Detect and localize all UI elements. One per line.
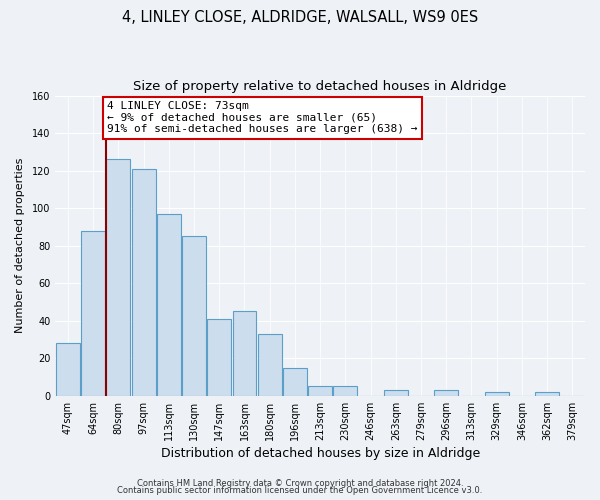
Y-axis label: Number of detached properties: Number of detached properties: [15, 158, 25, 334]
Bar: [384, 390, 408, 396]
Bar: [182, 236, 206, 396]
Bar: [207, 319, 231, 396]
Bar: [434, 390, 458, 396]
Bar: [56, 344, 80, 396]
Bar: [308, 386, 332, 396]
Bar: [157, 214, 181, 396]
Bar: [81, 230, 105, 396]
Text: 4, LINLEY CLOSE, ALDRIDGE, WALSALL, WS9 0ES: 4, LINLEY CLOSE, ALDRIDGE, WALSALL, WS9 …: [122, 10, 478, 25]
Bar: [334, 386, 358, 396]
Text: Contains HM Land Registry data © Crown copyright and database right 2024.: Contains HM Land Registry data © Crown c…: [137, 478, 463, 488]
Title: Size of property relative to detached houses in Aldridge: Size of property relative to detached ho…: [133, 80, 507, 93]
Text: Contains public sector information licensed under the Open Government Licence v3: Contains public sector information licen…: [118, 486, 482, 495]
Bar: [283, 368, 307, 396]
Bar: [485, 392, 509, 396]
Text: 4 LINLEY CLOSE: 73sqm
← 9% of detached houses are smaller (65)
91% of semi-detac: 4 LINLEY CLOSE: 73sqm ← 9% of detached h…: [107, 101, 418, 134]
Bar: [233, 312, 256, 396]
Bar: [131, 168, 155, 396]
X-axis label: Distribution of detached houses by size in Aldridge: Distribution of detached houses by size …: [161, 447, 480, 460]
Bar: [106, 160, 130, 396]
Bar: [258, 334, 281, 396]
Bar: [535, 392, 559, 396]
